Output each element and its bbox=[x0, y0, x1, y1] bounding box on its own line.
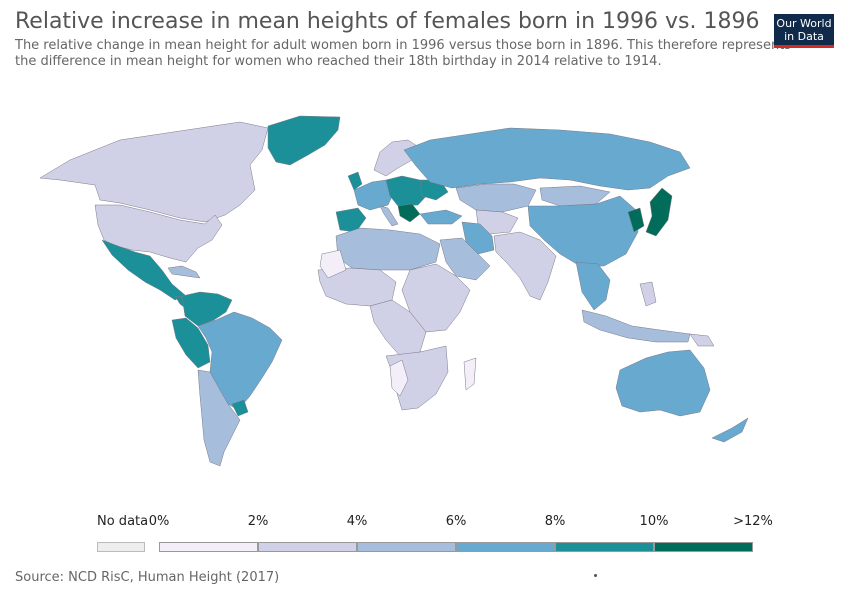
region-arabia[interactable] bbox=[439, 237, 491, 281]
region-southeast-asia[interactable] bbox=[575, 261, 611, 311]
legend-tick-10: 10% bbox=[639, 514, 669, 529]
logo-line-1: Our World bbox=[776, 17, 832, 30]
region-greenland[interactable] bbox=[267, 115, 341, 166]
region-peru-ecuador[interactable] bbox=[171, 317, 211, 369]
region-japan[interactable] bbox=[645, 187, 673, 237]
legend-tick-0: 0% bbox=[148, 514, 170, 529]
region-australia[interactable] bbox=[615, 349, 711, 417]
legend-tick-8: 8% bbox=[544, 514, 566, 529]
region-new-zealand[interactable] bbox=[711, 417, 749, 443]
chart-title: Relative increase in mean heights of fem… bbox=[15, 9, 760, 34]
region-madagascar[interactable] bbox=[463, 357, 477, 391]
legend-tick-4: 4% bbox=[346, 514, 368, 529]
region-indonesia[interactable] bbox=[581, 309, 691, 343]
region-venezuela-colombia[interactable] bbox=[181, 291, 233, 327]
decorative-dot bbox=[594, 574, 597, 577]
region-papua[interactable] bbox=[689, 333, 715, 347]
legend-bin-0-2[interactable] bbox=[159, 542, 258, 552]
region-turkey[interactable] bbox=[419, 209, 463, 225]
region-western-europe[interactable] bbox=[353, 179, 395, 211]
region-southern-cone[interactable] bbox=[197, 369, 241, 467]
legend-tick-2: 2% bbox=[247, 514, 269, 529]
legend-bin-10-12[interactable] bbox=[654, 542, 753, 552]
legend-bin-6-8[interactable] bbox=[456, 542, 555, 552]
region-china[interactable] bbox=[527, 195, 639, 267]
region-uruguay[interactable] bbox=[231, 399, 249, 417]
region-south-west-africa[interactable] bbox=[389, 359, 409, 397]
region-kazakhstan[interactable] bbox=[455, 183, 537, 213]
region-balkans[interactable] bbox=[397, 203, 421, 223]
region-caribbean[interactable] bbox=[167, 265, 201, 279]
chart-subtitle: The relative change in mean height for a… bbox=[15, 38, 792, 69]
region-south-asia[interactable] bbox=[493, 231, 557, 301]
legend-tick-6: 6% bbox=[445, 514, 467, 529]
legend-bin-2-4[interactable] bbox=[258, 542, 357, 552]
region-central-europe[interactable] bbox=[385, 175, 431, 207]
region-east-africa[interactable] bbox=[401, 263, 471, 333]
legend-bin-8-10[interactable] bbox=[555, 542, 654, 552]
owid-logo[interactable]: Our World in Data bbox=[774, 14, 834, 48]
source-note: Source: NCD RisC, Human Height (2017) bbox=[15, 570, 280, 585]
region-mauritania[interactable] bbox=[319, 249, 347, 279]
region-uk[interactable] bbox=[347, 171, 363, 191]
region-russia[interactable] bbox=[403, 127, 691, 191]
region-canada[interactable] bbox=[39, 121, 269, 223]
world-map bbox=[39, 115, 749, 467]
legend-tick-12: >12% bbox=[733, 514, 773, 529]
legend-bin-4-6[interactable] bbox=[357, 542, 456, 552]
legend-no-data-label: No data bbox=[97, 514, 149, 529]
region-brazil[interactable] bbox=[197, 311, 283, 411]
region-north-africa[interactable] bbox=[335, 227, 441, 271]
region-korea[interactable] bbox=[627, 207, 645, 233]
logo-line-2: in Data bbox=[784, 30, 824, 43]
region-italy[interactable] bbox=[379, 205, 399, 227]
region-mexico[interactable] bbox=[101, 239, 186, 301]
legend-no-data-swatch[interactable] bbox=[97, 542, 145, 552]
region-iberia[interactable] bbox=[335, 207, 367, 233]
region-philippines[interactable] bbox=[639, 281, 657, 307]
